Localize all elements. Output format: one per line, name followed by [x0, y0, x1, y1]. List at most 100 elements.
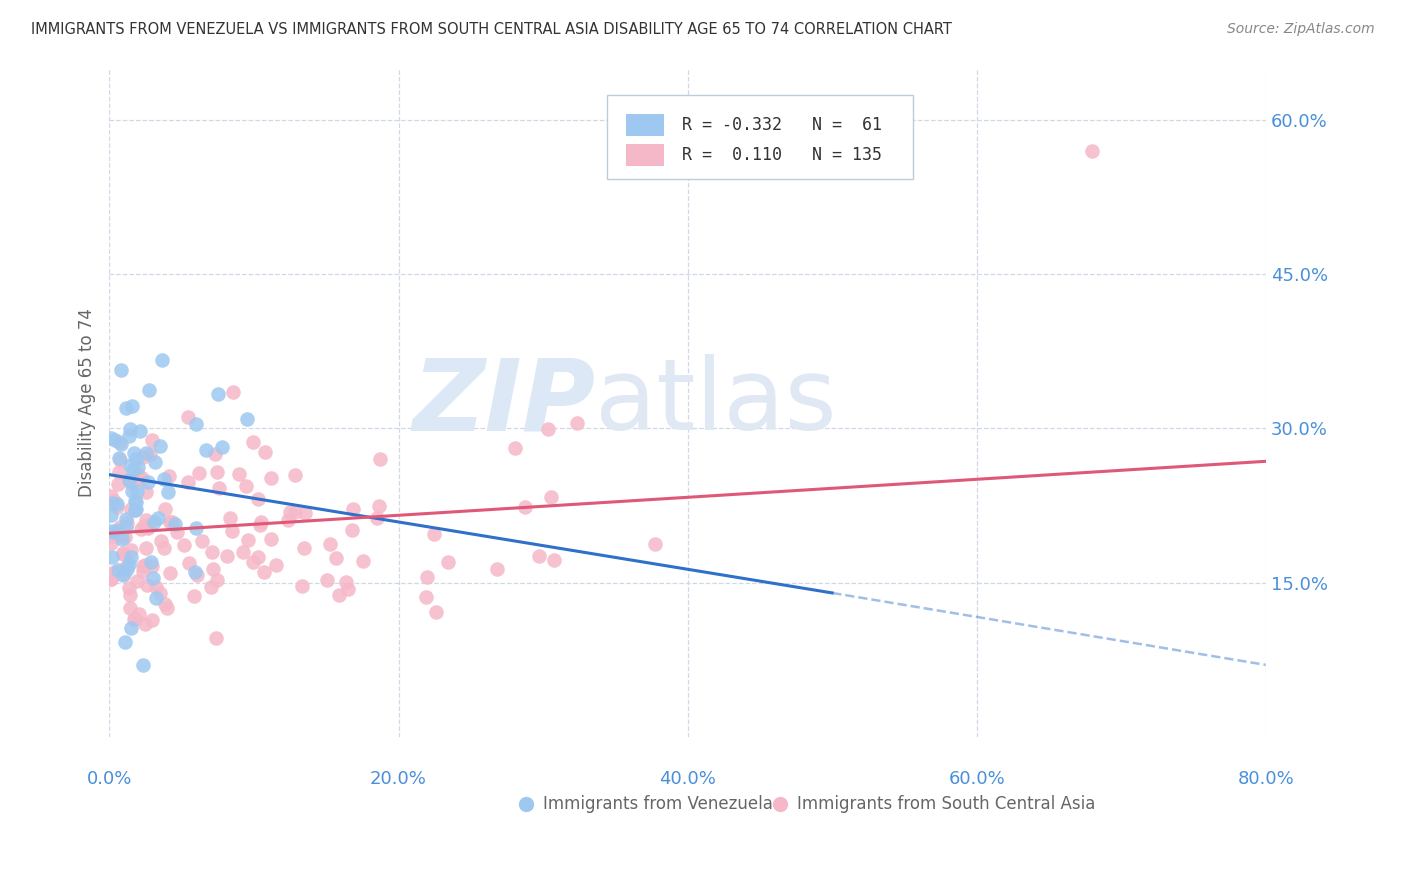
- Point: [195, 442, 218, 457]
- Point: [425, 605, 447, 619]
- FancyBboxPatch shape: [626, 145, 665, 167]
- Point: [107, 465, 129, 479]
- Point: [121, 399, 143, 413]
- Point: [118, 458, 141, 472]
- Point: [115, 558, 138, 573]
- Point: [249, 518, 271, 533]
- Point: [143, 516, 166, 530]
- Point: [242, 434, 264, 449]
- Point: [134, 558, 156, 572]
- Point: [201, 562, 224, 576]
- Point: [153, 472, 176, 486]
- Point: [105, 497, 128, 511]
- Point: [415, 590, 437, 604]
- Point: [110, 363, 132, 377]
- Point: [135, 513, 157, 527]
- Point: [352, 553, 374, 567]
- Point: [118, 429, 141, 443]
- Point: [368, 451, 391, 466]
- Point: [149, 534, 172, 549]
- Point: [100, 572, 122, 586]
- Point: [110, 437, 132, 451]
- Point: [103, 566, 125, 580]
- Point: [183, 589, 205, 603]
- Point: [160, 516, 183, 530]
- Point: [111, 532, 134, 546]
- Point: [141, 571, 163, 585]
- Point: [120, 543, 142, 558]
- Point: [177, 410, 200, 425]
- Point: [153, 597, 176, 611]
- FancyBboxPatch shape: [626, 114, 665, 136]
- Point: [136, 520, 159, 534]
- Point: [166, 524, 188, 539]
- Text: ZIP: ZIP: [412, 354, 595, 451]
- Point: [118, 588, 141, 602]
- Point: [416, 570, 439, 584]
- Point: [294, 506, 316, 520]
- Point: [114, 530, 136, 544]
- Point: [141, 433, 163, 447]
- Text: R = -0.332   N =  61: R = -0.332 N = 61: [682, 116, 882, 135]
- Text: 80.0%: 80.0%: [1237, 771, 1294, 789]
- Point: [186, 521, 208, 535]
- Point: [238, 533, 260, 547]
- Point: [136, 578, 159, 592]
- Point: [125, 502, 148, 516]
- Point: [134, 617, 156, 632]
- Point: [485, 562, 508, 576]
- Point: [136, 521, 159, 535]
- Point: [107, 562, 129, 576]
- Point: [250, 515, 273, 529]
- Point: [121, 484, 143, 499]
- Point: [108, 453, 131, 467]
- Point: [246, 492, 269, 507]
- Point: [135, 541, 157, 555]
- Point: [145, 455, 167, 469]
- Point: [124, 612, 146, 626]
- Point: [128, 607, 150, 621]
- Point: [135, 485, 157, 500]
- Point: [124, 493, 146, 508]
- Point: [100, 536, 122, 550]
- Point: [131, 564, 153, 578]
- Point: [186, 568, 208, 582]
- Point: [108, 434, 131, 449]
- Point: [105, 500, 128, 515]
- Point: [207, 465, 229, 479]
- Point: [100, 489, 122, 503]
- Point: [188, 466, 211, 480]
- Point: [115, 401, 138, 415]
- Point: [128, 472, 150, 486]
- Point: [148, 511, 170, 525]
- Text: R =  0.110   N = 135: R = 0.110 N = 135: [682, 146, 882, 164]
- Point: [131, 471, 153, 485]
- Point: [316, 573, 339, 587]
- Point: [253, 565, 276, 579]
- Text: Immigrants from South Central Asia: Immigrants from South Central Asia: [797, 795, 1095, 813]
- Point: [328, 588, 350, 602]
- Point: [132, 519, 155, 533]
- Point: [204, 447, 226, 461]
- Point: [100, 508, 122, 522]
- Point: [246, 550, 269, 565]
- Point: [159, 515, 181, 529]
- Point: [236, 412, 259, 426]
- Point: [101, 496, 124, 510]
- Point: [319, 537, 342, 551]
- Point: [114, 635, 136, 649]
- Text: IMMIGRANTS FROM VENEZUELA VS IMMIGRANTS FROM SOUTH CENTRAL ASIA DISABILITY AGE 6: IMMIGRANTS FROM VENEZUELA VS IMMIGRANTS …: [31, 22, 952, 37]
- Point: [107, 477, 129, 491]
- Point: [165, 517, 187, 532]
- Point: [120, 422, 142, 436]
- Point: [211, 440, 233, 454]
- Point: [157, 468, 180, 483]
- Point: [120, 550, 142, 565]
- Point: [157, 485, 180, 500]
- Point: [148, 586, 170, 600]
- Point: [537, 422, 560, 436]
- Point: [117, 472, 139, 486]
- Point: [543, 553, 565, 567]
- Text: Source: ZipAtlas.com: Source: ZipAtlas.com: [1227, 22, 1375, 37]
- Point: [108, 450, 131, 465]
